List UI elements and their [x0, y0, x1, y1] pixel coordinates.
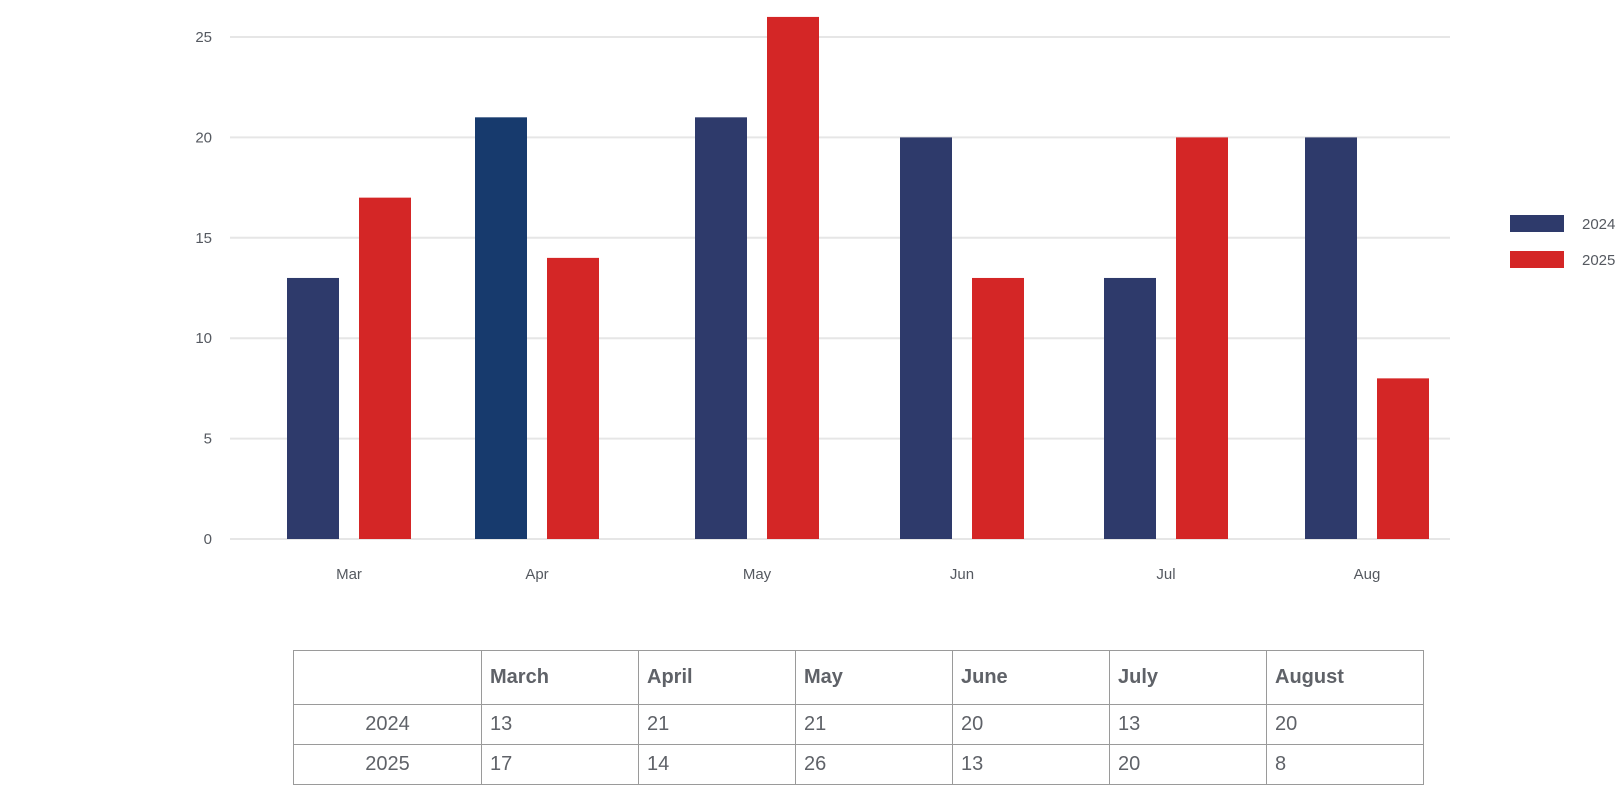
table-cell: 20 — [1266, 704, 1424, 745]
bar-2025-may — [767, 16, 819, 540]
table-cell: 13 — [481, 704, 639, 745]
gridlines — [230, 36, 1450, 540]
table-header-august: August — [1266, 650, 1424, 705]
table-row: 2025 17 14 26 13 20 8 — [293, 744, 1424, 785]
y-tick-label: 10 — [195, 330, 212, 347]
table-header-march: March — [481, 650, 639, 705]
table-cell: 21 — [795, 704, 953, 745]
table-cell: 20 — [1109, 744, 1267, 785]
table-cell: 14 — [638, 744, 796, 785]
table-row-label: 2025 — [293, 744, 482, 785]
bars — [287, 16, 1429, 540]
table-header-row: March April May June July August — [293, 650, 1424, 705]
table-cell: 26 — [795, 744, 953, 785]
table-header-corner — [293, 650, 482, 705]
bar-2025-mar — [359, 197, 411, 539]
x-tick-label: Jun — [950, 566, 974, 583]
data-table: March April May June July August 2024 13… — [293, 650, 1424, 785]
y-axis-ticks: 0 5 10 15 20 25 — [195, 29, 212, 548]
bar-2024-aug — [1305, 137, 1357, 539]
x-tick-label: Jul — [1156, 566, 1175, 583]
table-header-april: April — [638, 650, 796, 705]
table-cell: 20 — [952, 704, 1110, 745]
bar-2024-may — [695, 117, 747, 539]
table-header-june: June — [952, 650, 1110, 705]
x-tick-label: Mar — [336, 566, 362, 583]
table-header-may: May — [795, 650, 953, 705]
table-cell: 13 — [1109, 704, 1267, 745]
x-tick-label: May — [743, 566, 772, 583]
table-row-label: 2024 — [293, 704, 482, 745]
y-tick-label: 20 — [195, 129, 212, 146]
bar-2024-jun — [900, 137, 952, 539]
table-row: 2024 13 21 21 20 13 20 — [293, 704, 1424, 745]
bar-2024-mar — [287, 277, 339, 539]
legend-swatch-2024 — [1510, 215, 1564, 232]
legend-swatch-2025 — [1510, 251, 1564, 268]
bar-2025-aug — [1377, 378, 1429, 539]
table-cell: 13 — [952, 744, 1110, 785]
x-axis-ticks: Mar Apr May Jun Jul Aug — [336, 566, 1380, 583]
table-cell: 17 — [481, 744, 639, 785]
x-tick-label: Aug — [1354, 566, 1381, 583]
legend-label-2025: 2025 — [1582, 252, 1615, 269]
y-tick-label: 5 — [204, 431, 212, 448]
legend: 2024 2025 — [1510, 215, 1615, 269]
table-cell: 8 — [1266, 744, 1424, 785]
bar-2024-jul — [1104, 277, 1156, 539]
y-tick-label: 15 — [195, 230, 212, 247]
legend-label-2024: 2024 — [1582, 216, 1615, 233]
bar-2024-apr — [475, 117, 527, 539]
y-tick-label: 0 — [204, 531, 212, 548]
table-cell: 21 — [638, 704, 796, 745]
y-tick-label: 25 — [195, 29, 212, 46]
table-header-july: July — [1109, 650, 1267, 705]
bar-2025-jun — [972, 277, 1024, 539]
bar-2025-jul — [1176, 137, 1228, 539]
x-tick-label: Apr — [525, 566, 548, 583]
bar-2025-apr — [547, 257, 599, 539]
